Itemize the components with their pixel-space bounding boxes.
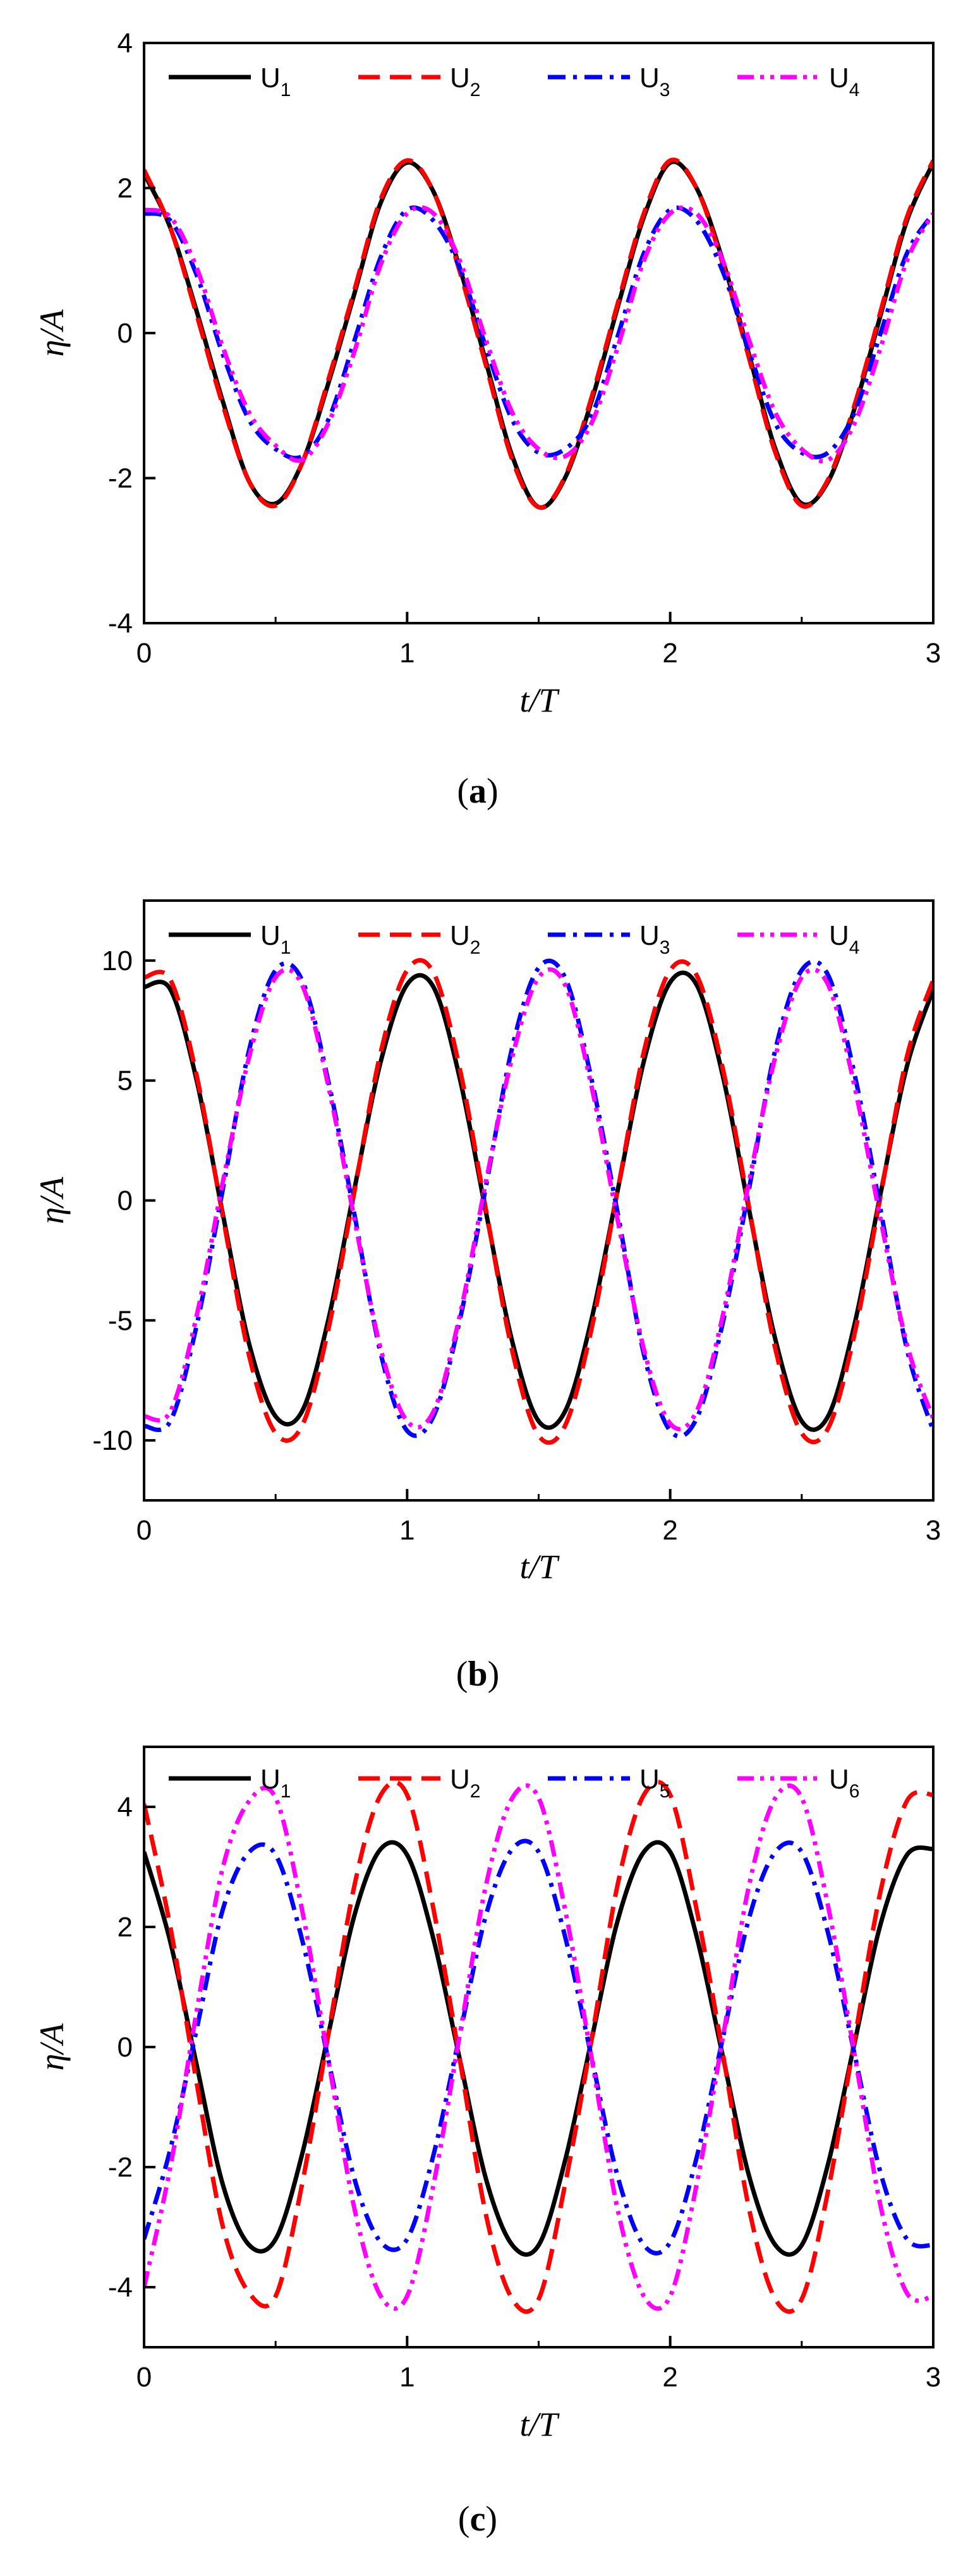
y-tick-label: 0: [118, 318, 133, 349]
x-axis-title: t/T: [519, 681, 560, 719]
legend-label: U3: [639, 63, 670, 100]
y-axis-title: η/A: [33, 309, 71, 357]
x-axis-title: t/T: [519, 1548, 560, 1586]
x-tick-label: 3: [926, 2362, 941, 2393]
legend-label: U6: [829, 1764, 859, 1802]
y-tick-label: 4: [118, 1792, 133, 1823]
y-axis-title: η/A: [33, 2023, 71, 2071]
y-axis-title: η/A: [33, 1176, 71, 1224]
panel-caption: (b): [456, 1655, 499, 1694]
chart-panel-b: 0 1 2 3 -10 -5 0 5 10 t/T η/A U1 U2 U3 U4 (b): [0, 858, 956, 1715]
panel-caption: (c): [458, 2500, 497, 2539]
y-tick-label: 2: [118, 173, 133, 204]
legend-label: U3: [639, 920, 670, 958]
y-tick-label: 5: [118, 1066, 133, 1097]
legend-label: U1: [260, 920, 291, 958]
x-tick-label: 2: [662, 638, 677, 669]
y-tick-label: -5: [108, 1305, 133, 1336]
x-tick-label: 3: [926, 638, 941, 669]
y-tick-label: 2: [118, 1912, 133, 1943]
legend-label: U2: [450, 920, 480, 958]
y-tick-label: 10: [102, 945, 133, 976]
x-tick-label: 1: [399, 638, 414, 669]
x-tick-label: 1: [399, 1515, 414, 1546]
chart-svg: 0 1 2 3 -4 -2 0 2 4 t/T η/A U1 U2 U5 U6 (c): [33, 1746, 941, 2539]
series-line-u6: [144, 1783, 933, 2311]
y-tick-label: -4: [108, 608, 133, 639]
y-tick-label: 4: [118, 28, 133, 59]
legend-label: U4: [829, 920, 859, 958]
y-tick-label: 0: [118, 1186, 133, 1217]
legend-label: U1: [260, 63, 291, 100]
series-line-u5: [144, 1838, 933, 2256]
x-tick-label: 2: [662, 1515, 677, 1546]
plot-frame: [143, 42, 935, 624]
x-axis-title: t/T: [519, 2405, 560, 2443]
chart-svg: 0 1 2 3 -4 -2 0 2 4 t/T η/A U1 U2 U3 U4 (a): [33, 28, 941, 811]
x-tick-label: 0: [136, 638, 152, 669]
series-line-u1: [144, 970, 933, 1432]
chart-panel-a: 0 1 2 3 -4 -2 0 2 4 t/T η/A U1 U2 U3 U4 (a): [0, 0, 956, 858]
series-line-u3: [144, 205, 933, 461]
chart-svg: 0 1 2 3 -10 -5 0 5 10 t/T η/A U1 U2 U3 U4 (b): [33, 899, 941, 1694]
y-tick-label: -2: [108, 463, 133, 494]
y-tick-label: -2: [108, 2152, 133, 2183]
x-tick-label: 0: [136, 1515, 152, 1546]
legend-label: U1: [260, 1764, 291, 1802]
x-tick-label: 2: [662, 2362, 677, 2393]
legend-label: U4: [829, 63, 859, 100]
legend-label: U2: [450, 63, 480, 100]
y-tick-label: -10: [92, 1425, 133, 1456]
legend-label: U5: [639, 1764, 670, 1802]
plot-frame: [143, 899, 935, 1502]
x-tick-label: 3: [926, 1515, 941, 1546]
y-tick-label: -4: [108, 2272, 133, 2303]
legend-label: U2: [450, 1764, 480, 1802]
series-line-u2: [144, 1780, 933, 2314]
panel-caption: (a): [457, 772, 498, 811]
x-tick-label: 1: [399, 2362, 414, 2393]
series-line-u2: [144, 958, 933, 1445]
x-tick-label: 0: [136, 2362, 152, 2393]
series-line-u1: [144, 1840, 933, 2257]
series-line-u3: [144, 958, 933, 1439]
chart-panel-c: 0 1 2 3 -4 -2 0 2 4 t/T η/A U1 U2 U5 U6 (c): [0, 1715, 956, 2573]
series-line-u4: [144, 205, 933, 464]
series-line-u2: [144, 157, 933, 510]
y-tick-label: 0: [118, 2032, 133, 2063]
series-line-u4: [144, 967, 933, 1431]
